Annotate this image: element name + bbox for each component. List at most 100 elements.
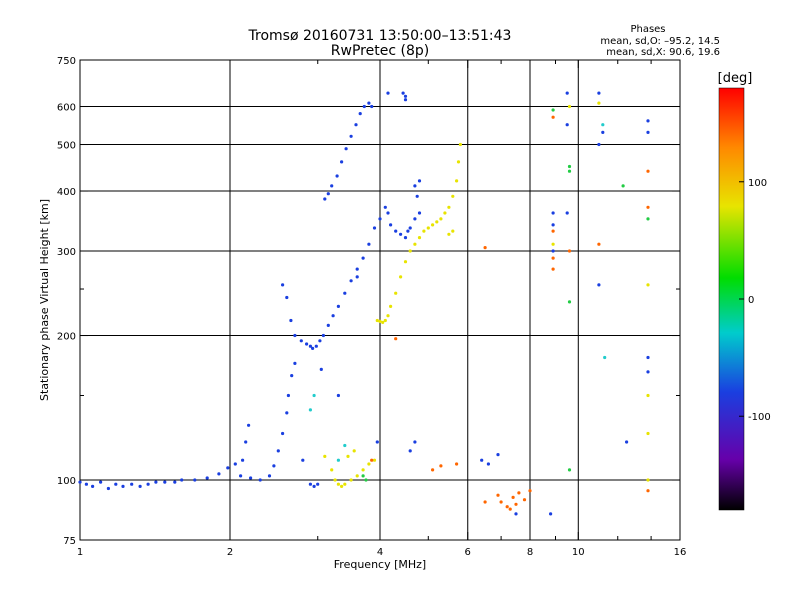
- y-tick-label: 400: [57, 187, 76, 198]
- data-point: [565, 123, 569, 127]
- data-point: [331, 314, 335, 318]
- data-point: [383, 318, 387, 323]
- data-point: [362, 104, 366, 109]
- data-point: [205, 476, 209, 480]
- phases-stats-x: mean, sd,X: 90.6, 19.6: [606, 47, 720, 58]
- data-point: [403, 236, 408, 240]
- data-point: [361, 468, 365, 472]
- data-point: [514, 502, 518, 506]
- data-point: [455, 179, 459, 183]
- data-point: [285, 411, 289, 415]
- data-point: [389, 223, 393, 227]
- data-point: [340, 160, 344, 164]
- data-point: [646, 130, 650, 134]
- data-point: [130, 482, 134, 486]
- data-point: [451, 194, 455, 198]
- data-point: [319, 367, 323, 371]
- data-point: [458, 142, 462, 147]
- data-point: [435, 220, 439, 224]
- data-point: [258, 478, 262, 482]
- data-point: [399, 275, 403, 279]
- data-point: [551, 242, 555, 246]
- data-point: [431, 223, 435, 227]
- data-point: [483, 500, 487, 504]
- data-point: [299, 339, 303, 343]
- data-point: [508, 507, 512, 511]
- data-point: [99, 480, 103, 484]
- data-point: [217, 472, 221, 476]
- colorbar-tick-label: 0: [748, 295, 754, 306]
- data-point: [293, 333, 297, 338]
- data-point: [496, 453, 500, 457]
- data-point: [367, 101, 371, 105]
- data-point: [305, 342, 309, 346]
- data-point: [285, 295, 289, 300]
- data-point: [499, 500, 503, 504]
- data-point: [551, 249, 555, 253]
- y-axis-ticks: 75 100 200 300 400 500 600 750: [57, 56, 680, 547]
- data-point: [417, 179, 422, 183]
- data-point: [646, 217, 650, 221]
- data-point: [551, 108, 555, 112]
- data-point: [439, 464, 443, 468]
- data-point: [522, 498, 527, 502]
- data-point: [389, 304, 393, 308]
- phases-stats-o: mean, sd,O: –95.2, 14.5: [600, 36, 720, 47]
- data-point: [91, 484, 95, 488]
- x-tick-label: 6: [465, 547, 471, 558]
- data-point: [597, 91, 601, 95]
- data-point: [330, 184, 334, 188]
- x-tick-label: 10: [572, 547, 585, 558]
- data-point: [349, 134, 353, 138]
- data-point: [114, 482, 118, 486]
- data-point: [383, 205, 387, 209]
- data-point: [386, 211, 390, 215]
- data-point: [597, 242, 601, 246]
- data-point: [567, 104, 572, 109]
- data-point: [514, 512, 518, 516]
- data-point: [408, 226, 412, 230]
- data-point: [290, 374, 294, 378]
- data-point: [496, 493, 500, 497]
- y-tick-label: 100: [57, 476, 76, 487]
- data-point: [378, 217, 382, 221]
- data-point: [335, 174, 339, 178]
- data-point: [565, 91, 569, 95]
- data-point: [154, 480, 158, 484]
- data-point: [355, 267, 359, 271]
- data-point: [403, 98, 408, 102]
- data-point: [106, 486, 110, 491]
- phases-header: Phases: [630, 24, 665, 35]
- y-tick-label: 500: [57, 141, 76, 152]
- data-point: [413, 217, 417, 221]
- data-point: [84, 482, 88, 486]
- data-point: [330, 468, 334, 472]
- data-point: [549, 512, 553, 516]
- data-point: [455, 462, 459, 466]
- x-axis-label: Frequency [MHz]: [334, 558, 426, 571]
- data-point: [336, 482, 340, 486]
- y-tick-label: 75: [63, 536, 76, 547]
- x-axis-ticks: 1 2 4 6 8 10 16: [77, 60, 686, 558]
- data-point: [625, 440, 629, 444]
- data-point: [146, 482, 150, 486]
- data-point: [361, 256, 365, 260]
- data-point: [403, 260, 408, 264]
- y-tick-label: 200: [57, 332, 76, 343]
- data-point: [372, 226, 377, 230]
- colorbar-tick-label: -100: [748, 412, 771, 423]
- data-point: [551, 256, 555, 260]
- data-point: [646, 489, 650, 493]
- data-point: [401, 91, 405, 95]
- data-point: [646, 205, 650, 209]
- data-point: [597, 142, 601, 147]
- data-point: [394, 291, 398, 295]
- data-point: [343, 482, 347, 486]
- data-point: [399, 232, 403, 236]
- data-point: [367, 242, 371, 246]
- data-point: [413, 184, 417, 188]
- data-point: [193, 478, 197, 482]
- data-point: [349, 279, 353, 283]
- data-point: [354, 123, 358, 127]
- data-point: [439, 217, 443, 221]
